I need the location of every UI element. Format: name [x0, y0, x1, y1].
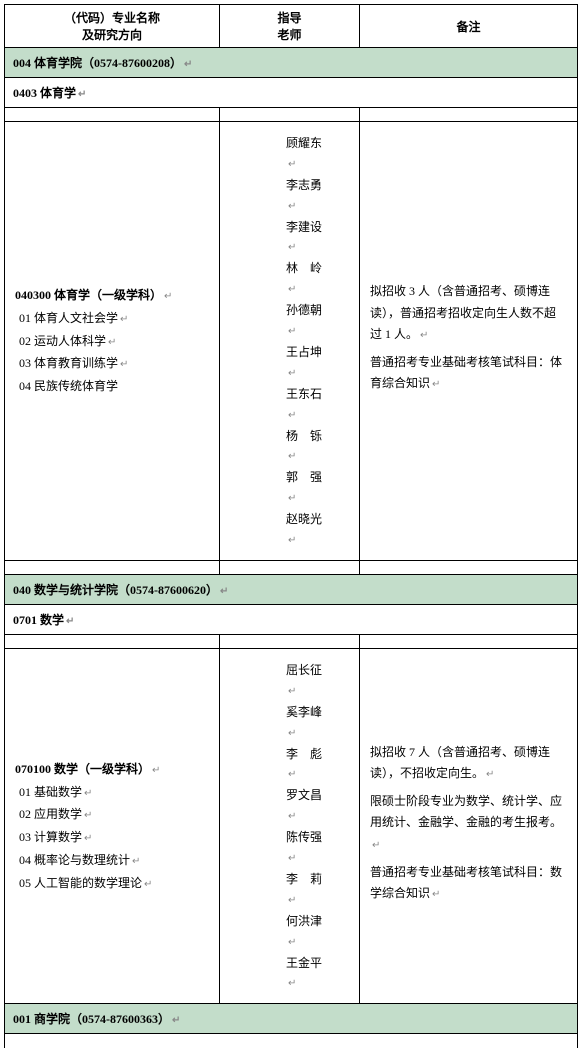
- major-cell: 070100 数学（一级学科）↵ 01 基础数学↵ 02 应用数学↵ 03 计算…: [5, 648, 220, 1003]
- advisor-name: 李 彪↵: [226, 743, 353, 785]
- spacer-row: [5, 560, 578, 574]
- direction-item: 03 体育教育训练学↵: [15, 352, 209, 375]
- direction-item: 01 体育人文社会学↵: [15, 307, 209, 330]
- direction-item: 05 人工智能的数学理论↵: [15, 872, 209, 895]
- advisor-cell: 屈长征↵ 奚李峰↵ 李 彪↵ 罗文昌↵ 陈传强↵ 李 莉↵ 何洪津↵ 王金平↵: [220, 648, 360, 1003]
- advisor-name: 王占坤↵: [226, 341, 353, 383]
- content-row: 070100 数学（一级学科）↵ 01 基础数学↵ 02 应用数学↵ 03 计算…: [5, 648, 578, 1003]
- advisor-name: 顾耀东↵: [226, 132, 353, 174]
- discipline-header-row: 0403 体育学↵: [5, 78, 578, 108]
- advisor-name: 何洪津↵: [226, 910, 353, 952]
- college-header: 001 商学院（0574-87600363）↵: [5, 1004, 578, 1034]
- advisor-name: 奚李峰↵: [226, 701, 353, 743]
- advisor-name: 李 莉↵: [226, 868, 353, 910]
- remark-text: 拟招收 7 人（含普通招考、硕博连读），不招收定向生。↵: [370, 742, 567, 785]
- remark-text: 普通招考专业基础考核笔试科目：体育综合知识↵: [370, 352, 567, 395]
- advisor-name: 林 岭↵: [226, 257, 353, 299]
- major-title: 070100 数学（一级学科）: [15, 762, 150, 776]
- major-title: 040300 体育学（一级学科）: [15, 288, 162, 302]
- header-major: （代码）专业名称 及研究方向: [5, 5, 220, 48]
- remark-cell: 拟招收 7 人（含普通招考、硕博连读），不招收定向生。↵ 限硕士阶段专业为数学、…: [360, 648, 578, 1003]
- remark-text: 拟招收 3 人（含普通招考、硕博连读），普通招考招收定向生人数不超过 1 人。↵: [370, 281, 567, 346]
- remark-cell: 拟招收 3 人（含普通招考、硕博连读），普通招考招收定向生人数不超过 1 人。↵…: [360, 122, 578, 561]
- advisor-name: 罗文昌↵: [226, 784, 353, 826]
- advisor-name: 王金平↵: [226, 952, 353, 994]
- college-header-row: 040 数学与统计学院（0574-87600620）↵: [5, 574, 578, 604]
- curriculum-table: （代码）专业名称 及研究方向 指导 老师 备注 004 体育学院（0574-87…: [4, 4, 578, 1048]
- spacer-row: [5, 108, 578, 122]
- advisor-name: 王东石↵: [226, 383, 353, 425]
- direction-item: 02 运动人体科学↵: [15, 330, 209, 353]
- header-row: （代码）专业名称 及研究方向 指导 老师 备注: [5, 5, 578, 48]
- advisor-name: 李志勇↵: [226, 174, 353, 216]
- advisor-name: 赵晓光↵: [226, 508, 353, 550]
- spacer-row: [5, 634, 578, 648]
- enter-mark: ↵: [78, 89, 86, 100]
- college-header-row: 004 体育学院（0574-87600208）↵: [5, 48, 578, 78]
- college-header: 040 数学与统计学院（0574-87600620）↵: [5, 574, 578, 604]
- direction-item: 02 应用数学↵: [15, 803, 209, 826]
- direction-item: 04 概率论与数理统计↵: [15, 849, 209, 872]
- advisor-name: 孙德朝↵: [226, 299, 353, 341]
- header-advisor: 指导 老师: [220, 5, 360, 48]
- direction-item: 01 基础数学↵: [15, 781, 209, 804]
- discipline-header: 0403 体育学↵: [5, 78, 578, 108]
- enter-mark: ↵: [184, 59, 192, 70]
- remark-text: 普通招考专业基础考核笔试科目：数学综合知识↵: [370, 862, 567, 905]
- discipline-header-row: 0701 数学↵: [5, 604, 578, 634]
- advisor-name: 陈传强↵: [226, 826, 353, 868]
- content-row: 040300 体育学（一级学科）↵ 01 体育人文社会学↵ 02 运动人体科学↵…: [5, 122, 578, 561]
- direction-item: 03 计算数学↵: [15, 826, 209, 849]
- advisor-name: 杨 铄↵: [226, 425, 353, 467]
- advisor-name: 李建设↵: [226, 216, 353, 258]
- enter-mark: ↵: [220, 586, 228, 597]
- direction-item: 04 民族传统体育学: [15, 375, 209, 398]
- advisor-name: 郭 强↵: [226, 466, 353, 508]
- advisor-name: 屈长征↵: [226, 659, 353, 701]
- advisor-cell: 顾耀东↵ 李志勇↵ 李建设↵ 林 岭↵ 孙德朝↵ 王占坤↵ 王东石↵ 杨 铄↵ …: [220, 122, 360, 561]
- enter-mark: ↵: [66, 616, 74, 627]
- remark-text: 限硕士阶段专业为数学、统计学、应用统计、金融学、金融的考生报考。↵: [370, 791, 567, 856]
- major-cell: 040300 体育学（一级学科）↵ 01 体育人文社会学↵ 02 运动人体科学↵…: [5, 122, 220, 561]
- spacer-row: [5, 1034, 578, 1048]
- header-remark: 备注: [360, 5, 578, 48]
- discipline-header: 0701 数学↵: [5, 604, 578, 634]
- college-header: 004 体育学院（0574-87600208）↵: [5, 48, 578, 78]
- college-header-row: 001 商学院（0574-87600363）↵: [5, 1004, 578, 1034]
- enter-mark: ↵: [172, 1015, 180, 1026]
